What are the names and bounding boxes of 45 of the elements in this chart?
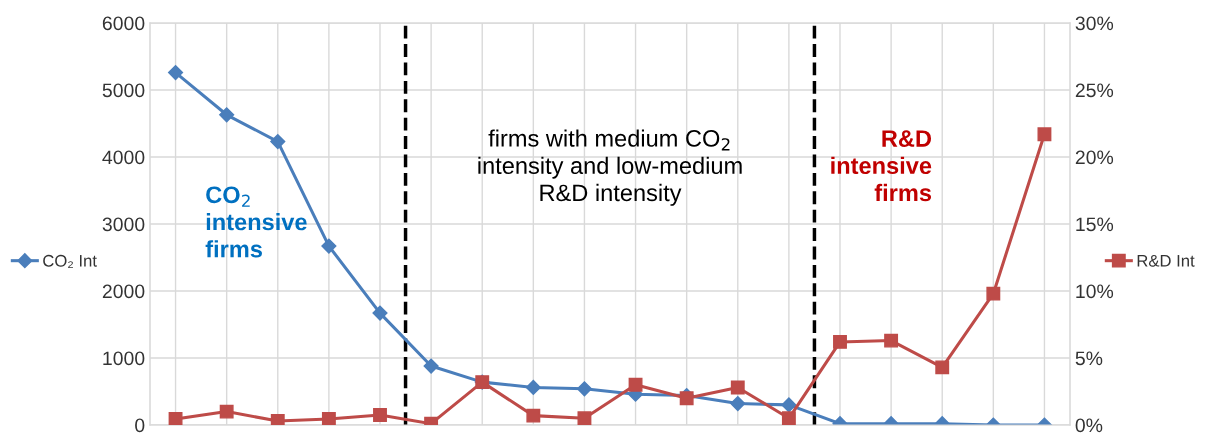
y2-tick-label: 15%	[1076, 217, 1114, 232]
point	[219, 404, 234, 419]
point	[373, 408, 387, 422]
point	[781, 411, 796, 425]
point	[321, 412, 336, 425]
legend-label: CO₂ Int	[43, 254, 97, 268]
point	[986, 286, 1001, 301]
legend-label: R&D Int	[1137, 254, 1195, 267]
y-tick-label: 6000	[102, 16, 145, 31]
annotation: CO$_{2}$ intensive firms	[205, 186, 307, 258]
y-tick-label: 1000	[103, 351, 145, 366]
point	[730, 380, 745, 395]
point	[577, 411, 592, 425]
point	[372, 305, 388, 321]
y2-tick-label: 20%	[1075, 150, 1114, 165]
y-tick-label: 0	[135, 418, 145, 433]
y2-tick-label: 0%	[1075, 418, 1103, 433]
point	[423, 358, 439, 374]
point	[935, 360, 950, 375]
y2-tick-label: 10%	[1076, 284, 1114, 299]
y-tick-label: 3000	[102, 217, 145, 232]
point	[679, 391, 694, 406]
point	[167, 65, 184, 81]
point	[168, 412, 183, 425]
y2-tick-label: 25%	[1075, 83, 1114, 98]
point	[321, 238, 337, 254]
point	[884, 333, 899, 348]
point	[525, 379, 541, 396]
y-tick-label: 5000	[102, 83, 145, 98]
y2-tick-label: 30%	[1075, 16, 1114, 31]
point	[1037, 127, 1052, 142]
y-tick-label: 4000	[102, 150, 145, 165]
point	[833, 334, 847, 349]
point	[730, 395, 746, 412]
point	[219, 107, 235, 123]
point	[526, 408, 541, 423]
annotation: R&D intensive firms	[831, 130, 932, 202]
y-tick-label: 2000	[102, 284, 145, 299]
point	[576, 381, 593, 397]
point	[781, 397, 797, 413]
point	[270, 414, 285, 425]
y2-tick-label: 5%	[1075, 351, 1103, 366]
point	[628, 377, 643, 392]
point	[270, 134, 286, 150]
annotation: firms with medium CO$_{2}$ intensity and low-medium R&D intensity	[478, 129, 742, 206]
